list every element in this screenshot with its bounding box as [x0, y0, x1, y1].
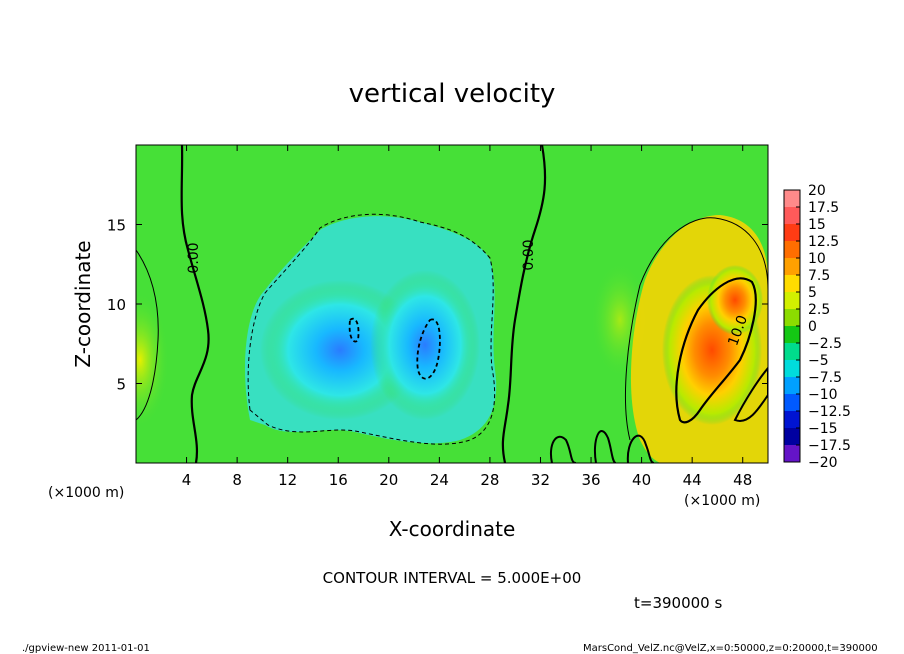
ten-contour-lower — [733, 366, 768, 422]
colorbar-swatch — [784, 190, 800, 208]
colorbar-tick-label: −12.5 — [808, 404, 851, 420]
colorbar-swatch — [784, 411, 800, 429]
colorbar-swatch — [784, 326, 800, 344]
footer-left: ./gpview-new 2011-01-01 — [22, 643, 150, 654]
contour-left-thin — [136, 249, 159, 421]
minus-five-contour — [247, 213, 496, 445]
footer-right: MarsCond_VelZ.nc@VelZ,x=0:50000,z=0:2000… — [583, 643, 878, 654]
colorbar-swatch — [784, 241, 800, 259]
colorbar-tick-label: −5 — [808, 353, 829, 369]
colorbar: 2017.51512.5107.552.50−2.5−5−7.5−10−12.5… — [783, 183, 851, 471]
colorbar-swatch — [784, 258, 800, 276]
colorbar-swatch — [784, 292, 800, 310]
updraft-core-upper — [707, 265, 763, 335]
colorbar-tick-label: 15 — [808, 217, 826, 233]
colorbar-tick-label: 5 — [808, 285, 817, 301]
colorbar-tick-label: −10 — [808, 387, 838, 403]
colorbar-swatch — [784, 445, 800, 463]
y-axis-title: Z-coordinate — [71, 240, 95, 367]
zero-contour-bumps — [550, 430, 655, 463]
zero-contour-middle — [501, 145, 547, 463]
colorbar-tick-label: −20 — [808, 455, 838, 471]
chart-title: vertical velocity — [349, 79, 556, 109]
x-axis: 4 8 12 16 20 24 28 32 36 40 44 48 — [182, 145, 752, 489]
colorbar-swatch — [784, 224, 800, 242]
five-contour — [624, 217, 768, 441]
colorbar-tick-label: −2.5 — [808, 336, 842, 352]
x-tick-label: 48 — [733, 471, 752, 489]
colorbar-tick-label: 20 — [808, 183, 826, 199]
contour-label-zero-left: 0.00 — [186, 242, 202, 273]
x-axis-title: X-coordinate — [389, 517, 516, 541]
x-tick-label: 8 — [232, 471, 242, 489]
x-tick-label: 28 — [480, 471, 499, 489]
colorbar-swatch — [784, 207, 800, 225]
colorbar-swatch — [784, 343, 800, 361]
contour-interval-note: CONTOUR INTERVAL = 5.000E+00 — [323, 569, 582, 587]
ten-contour — [675, 277, 757, 424]
x-unit-label-left: (×1000 m) — [48, 485, 124, 501]
colorbar-tick-label: 7.5 — [808, 268, 830, 284]
x-tick-label: 36 — [581, 471, 600, 489]
colorbar-tick-label: −17.5 — [808, 438, 851, 454]
colorbar-swatch — [784, 377, 800, 395]
colorbar-swatch — [784, 360, 800, 378]
colorbar-tick-label: 10 — [808, 251, 826, 267]
left-warm-edge — [136, 290, 170, 430]
y-axis: 5 10 15 — [107, 217, 768, 394]
colorbar-swatch — [784, 428, 800, 446]
minus-ten-contour-b — [416, 318, 441, 380]
colorbar-swatch — [784, 394, 800, 412]
x-tick-label: 32 — [531, 471, 550, 489]
colorbar-tick-label: 0 — [808, 319, 817, 335]
plot-area: 0.00 0.00 10.0 — [136, 145, 768, 463]
x-tick-label: 4 — [182, 471, 192, 489]
zero-contour-left — [180, 145, 210, 463]
colorbar-tick-label: 2.5 — [808, 302, 830, 318]
x-tick-label: 24 — [430, 471, 449, 489]
y-tick-label: 10 — [107, 296, 126, 314]
x-tick-label: 12 — [278, 471, 297, 489]
contour-label-zero-middle: 0.00 — [521, 239, 537, 270]
x-unit-label-right: (×1000 m) — [684, 493, 760, 509]
x-tick-label: 16 — [329, 471, 348, 489]
colorbar-tick-label: −15 — [808, 421, 838, 437]
y-tick-label: 5 — [116, 376, 126, 394]
colorbar-tick-label: 17.5 — [808, 200, 839, 216]
downdraft-core-right — [370, 270, 480, 420]
colorbar-swatch — [784, 275, 800, 293]
colorbar-tick-label: −7.5 — [808, 370, 842, 386]
colorbar-swatch — [784, 309, 800, 327]
x-tick-label: 20 — [379, 471, 398, 489]
x-tick-label: 40 — [632, 471, 651, 489]
x-tick-label: 44 — [683, 471, 702, 489]
colorbar-tick-label: 12.5 — [808, 234, 839, 250]
y-tick-label: 15 — [107, 217, 126, 235]
time-note: t=390000 s — [634, 594, 722, 612]
